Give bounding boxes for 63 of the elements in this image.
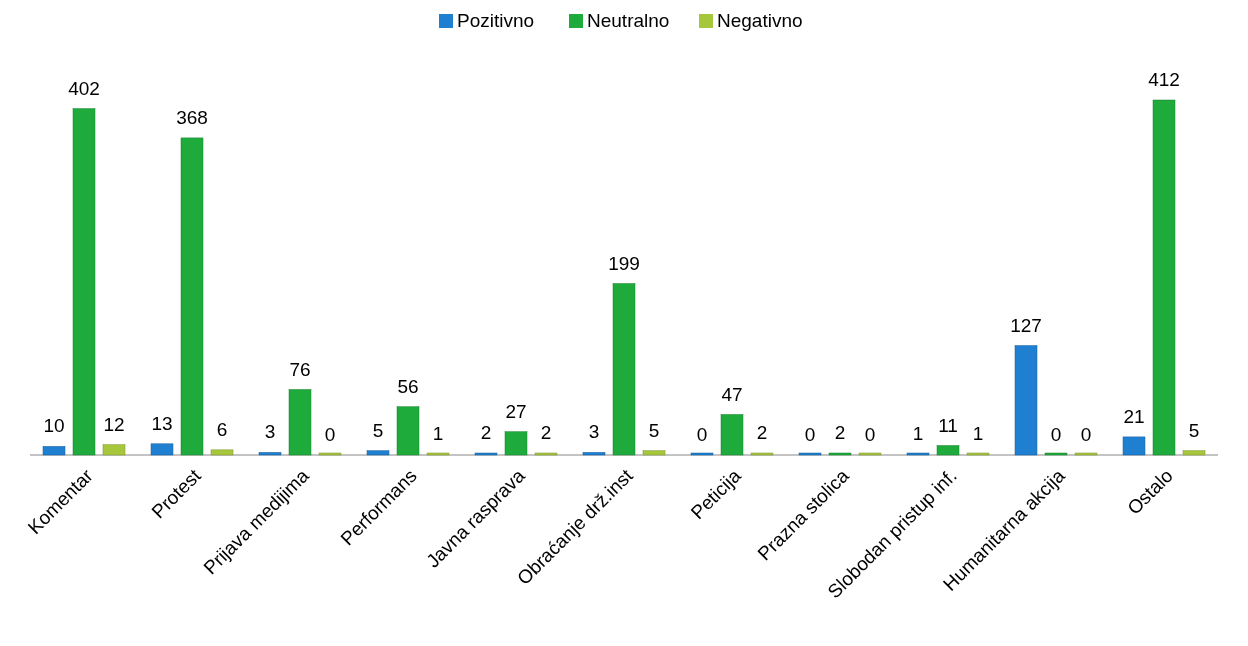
data-label: 3	[264, 421, 276, 443]
bar	[720, 414, 744, 456]
data-label: 1	[432, 423, 444, 445]
data-label: 13	[151, 412, 173, 434]
data-label: 6	[216, 418, 228, 440]
data-label: 76	[289, 358, 311, 380]
bar	[288, 389, 312, 456]
bar	[258, 452, 282, 456]
data-label: 412	[1148, 69, 1180, 90]
bar	[42, 446, 66, 456]
bar	[102, 444, 126, 456]
data-label: 127	[1010, 314, 1042, 336]
legend-label: Pozitivno	[457, 10, 535, 31]
bar	[612, 283, 636, 456]
data-label: 368	[176, 106, 208, 128]
legend-label: Neutralno	[587, 10, 670, 31]
data-label: 2	[480, 422, 492, 444]
data-label: 402	[68, 77, 100, 99]
data-label: 2	[834, 422, 846, 444]
data-label: 5	[648, 419, 660, 441]
bar	[180, 137, 204, 456]
bar	[936, 445, 960, 456]
bar	[426, 452, 450, 456]
data-label: 199	[608, 252, 640, 274]
data-label: 1	[912, 423, 924, 445]
bar	[474, 452, 498, 456]
bar	[150, 443, 174, 456]
data-label: 47	[721, 383, 743, 405]
data-label: 12	[103, 413, 125, 435]
bar	[828, 452, 852, 456]
data-label: 10	[43, 415, 65, 437]
bar	[1122, 436, 1146, 456]
data-label: 0	[1080, 424, 1092, 445]
data-label: 0	[1050, 424, 1062, 445]
data-label: 0	[696, 424, 708, 445]
data-label: 2	[756, 422, 768, 444]
bar	[642, 450, 666, 456]
data-label: 0	[324, 424, 336, 445]
bar	[582, 452, 606, 456]
data-label: 1	[972, 423, 984, 445]
data-label: 21	[1123, 405, 1145, 427]
bar	[366, 450, 390, 456]
bar	[750, 452, 774, 456]
data-label: 11	[938, 414, 958, 436]
bar	[966, 452, 990, 456]
bar	[504, 431, 528, 456]
data-label: 27	[505, 400, 527, 422]
bar	[534, 452, 558, 456]
data-label: 2	[540, 422, 552, 444]
bar	[210, 449, 234, 456]
bar	[396, 406, 420, 456]
bar	[1182, 450, 1206, 456]
bar	[1014, 345, 1038, 456]
bar	[1152, 99, 1176, 456]
data-label: 0	[804, 424, 816, 445]
data-label: 5	[1188, 419, 1200, 441]
legend-label: Negativno	[717, 10, 803, 31]
bar	[72, 108, 96, 456]
bar	[906, 452, 930, 456]
data-label: 0	[864, 424, 876, 445]
data-label: 5	[372, 419, 384, 441]
data-label: 3	[588, 421, 600, 443]
data-label: 56	[397, 375, 419, 397]
